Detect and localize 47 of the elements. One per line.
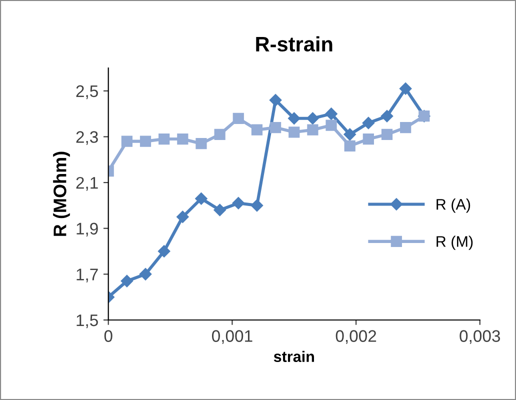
point xyxy=(158,133,170,145)
point xyxy=(326,120,337,131)
point xyxy=(250,199,264,212)
point xyxy=(344,128,356,141)
point xyxy=(214,128,226,140)
point xyxy=(177,133,188,145)
x-tick-label: 0,002 xyxy=(336,330,376,344)
point xyxy=(196,138,207,150)
point xyxy=(307,124,318,136)
point xyxy=(232,112,244,124)
y-tick-label: 2,3 xyxy=(76,131,98,145)
point xyxy=(381,128,393,140)
point xyxy=(195,192,208,205)
y-tick-label: 1,7 xyxy=(76,268,98,282)
y-tick-label: 2,5 xyxy=(76,85,98,100)
point xyxy=(362,116,375,130)
x-tick-label: 0,001 xyxy=(212,330,252,344)
chart-title: R-strain xyxy=(256,36,332,52)
point xyxy=(120,274,134,288)
point xyxy=(344,140,356,152)
legend-label: R (M) xyxy=(436,236,473,250)
y-tick-label: 1,5 xyxy=(76,314,98,328)
point xyxy=(176,210,189,224)
point xyxy=(214,204,226,216)
point xyxy=(158,245,170,258)
y-tick-label: 2,1 xyxy=(76,176,98,191)
y-axis-title: R (MOhm) xyxy=(53,152,70,236)
point xyxy=(399,82,412,95)
point xyxy=(232,197,244,210)
point xyxy=(121,136,132,147)
point xyxy=(269,94,282,106)
point xyxy=(288,112,300,124)
point xyxy=(400,122,412,134)
x-axis-title: strain xyxy=(274,350,314,362)
point xyxy=(325,108,338,120)
point xyxy=(140,136,152,147)
point xyxy=(139,268,152,280)
point xyxy=(288,126,300,138)
point xyxy=(306,112,319,124)
point xyxy=(270,122,282,134)
y-tick-label: 1,9 xyxy=(76,222,98,237)
point xyxy=(362,133,374,145)
x-tick-label: 0,003 xyxy=(460,330,500,344)
point xyxy=(380,110,394,122)
point xyxy=(251,124,263,136)
legend-label: R (A) xyxy=(436,198,470,213)
x-tick-label: 0 xyxy=(104,330,112,342)
